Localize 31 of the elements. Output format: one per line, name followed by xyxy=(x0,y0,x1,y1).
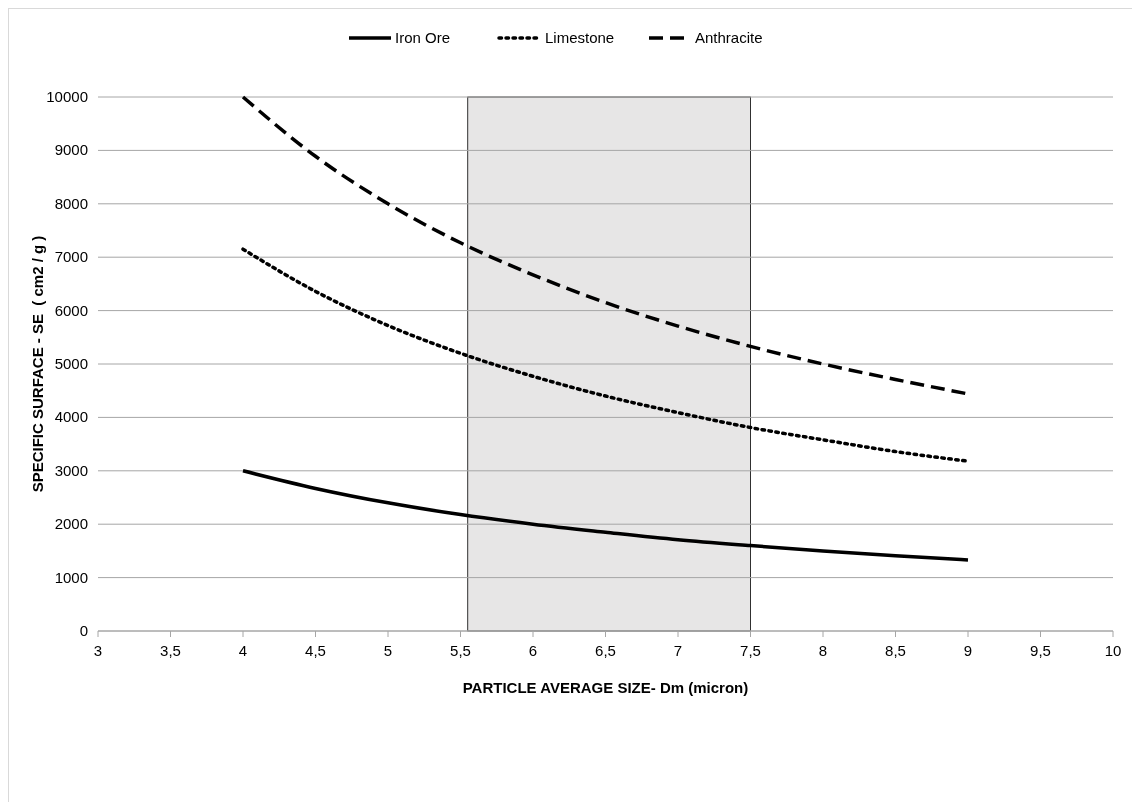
x-tick-label: 6,5 xyxy=(595,642,616,659)
x-tick-label: 5,5 xyxy=(450,642,471,659)
x-tick-label: 9 xyxy=(963,642,973,659)
legend-label: Limestone xyxy=(545,29,615,46)
x-tick-label: 7,5 xyxy=(740,642,761,659)
y-tick-label: 9000 xyxy=(54,141,88,159)
y-tick-label: 8000 xyxy=(54,194,88,212)
x-tick-label: 6 xyxy=(528,642,538,659)
x-tick-label: 3,5 xyxy=(160,642,181,659)
y-tick-label: 0 xyxy=(79,622,88,639)
x-tick-label: 10 xyxy=(1104,642,1122,659)
y-tick-label: 6000 xyxy=(54,301,88,319)
x-axis-title: PARTICLE AVERAGE SIZE- Dm (micron) xyxy=(462,679,749,696)
x-tick-label: 3 xyxy=(93,642,103,659)
y-tick-label: 3000 xyxy=(54,461,88,479)
x-tick-label: 4,5 xyxy=(305,642,326,659)
x-tick-label: 8 xyxy=(818,642,828,659)
x-tick-label: 5 xyxy=(383,642,393,659)
y-axis-title: SPECIFIC SURFACE - SE ( cm2 / g ) xyxy=(29,235,46,493)
y-tick-label: 10000 xyxy=(46,88,88,105)
y-tick-label: 5000 xyxy=(54,355,88,372)
x-tick-label: 7 xyxy=(673,642,683,659)
y-tick-label: 2000 xyxy=(54,515,88,533)
y-tick-label: 1000 xyxy=(54,568,88,586)
y-tick-label: 4000 xyxy=(54,408,88,426)
y-tick-label: 7000 xyxy=(54,248,88,266)
x-tick-label: 9,5 xyxy=(1030,642,1051,659)
x-tick-label: 8,5 xyxy=(885,642,906,659)
legend-label: Iron Ore xyxy=(395,29,451,46)
legend-label: Anthracite xyxy=(695,29,763,46)
x-tick-label: 4 xyxy=(238,642,248,659)
